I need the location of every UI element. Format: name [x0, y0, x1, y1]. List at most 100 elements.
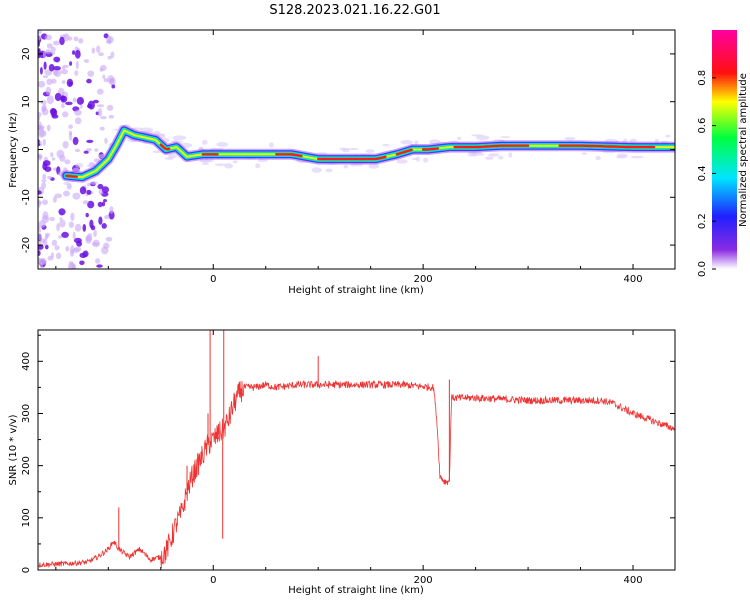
- haze-point: [488, 153, 500, 157]
- noise-point: [105, 236, 113, 242]
- noise-point: [53, 40, 60, 46]
- noise-point: [54, 193, 63, 199]
- noise-point: [51, 239, 58, 247]
- noise-point: [46, 78, 53, 86]
- noise-point: [99, 67, 104, 72]
- noise-point: [38, 201, 42, 205]
- noise-point: [74, 109, 82, 116]
- noise-point: [105, 40, 112, 44]
- noise-point: [61, 103, 65, 109]
- haze-point: [368, 163, 380, 169]
- spectrogram-xlabel: Height of straight line (km): [288, 285, 424, 296]
- noise-point: [79, 104, 83, 109]
- colorbar-tick-label: 0.8: [697, 70, 708, 86]
- spectrogram-xtick-label: 200: [414, 274, 433, 285]
- haze-point: [365, 149, 375, 154]
- noise-point: [82, 200, 89, 205]
- noise-point: [99, 126, 105, 131]
- noise-point: [102, 74, 106, 79]
- noise-point: [54, 92, 62, 102]
- noise-point: [107, 55, 112, 60]
- noise-point: [101, 186, 109, 194]
- noise-point: [67, 36, 73, 41]
- haze-point: [255, 163, 261, 169]
- noise-point: [79, 186, 87, 195]
- colorbar-tick-label: 0.6: [697, 118, 708, 134]
- spectrogram-ytick-label: 0: [21, 146, 32, 152]
- noise-point: [38, 142, 41, 147]
- haze-point: [269, 142, 274, 148]
- spectrogram-xtick-label: 0: [210, 274, 216, 285]
- noise-point: [38, 258, 45, 265]
- snr-xtick-label: 0: [210, 575, 216, 586]
- snr-xlabel: Height of straight line (km): [288, 585, 424, 596]
- noise-point: [91, 47, 96, 54]
- noise-point: [60, 95, 68, 103]
- snr-ytick-label: 200: [21, 456, 32, 475]
- snr-ytick-label: 100: [21, 508, 32, 527]
- haze-point: [382, 143, 390, 147]
- noise-point: [42, 50, 47, 59]
- noise-point: [72, 248, 80, 253]
- noise-point: [38, 220, 46, 228]
- noise-point: [59, 219, 66, 228]
- haze-point: [232, 160, 238, 164]
- noise-point: [106, 104, 114, 111]
- noise-point: [96, 88, 104, 95]
- noise-point: [72, 50, 76, 55]
- noise-point: [68, 221, 75, 228]
- noise-point: [94, 148, 99, 152]
- snr-ytick-label: 300: [21, 404, 32, 423]
- snr-ytick-label: 400: [21, 352, 32, 371]
- noise-point: [44, 34, 52, 41]
- noise-point: [52, 196, 57, 203]
- noise-point: [38, 48, 41, 52]
- ridge-peak: [453, 144, 530, 149]
- figure-title: S128.2023.021.16.22.G01: [269, 3, 440, 18]
- ridge-peak: [395, 148, 413, 156]
- noise-point: [38, 250, 41, 256]
- noise-point: [51, 114, 59, 119]
- haze-point: [164, 157, 174, 160]
- snr-data: [38, 330, 675, 569]
- noise-point: [61, 68, 68, 75]
- haze-point: [224, 163, 233, 169]
- spectrogram-data: [38, 30, 675, 269]
- noise-point: [85, 212, 89, 218]
- noise-point: [44, 232, 51, 236]
- noise-point: [38, 233, 42, 241]
- colorbar-gradient: [712, 30, 737, 269]
- noise-point: [95, 258, 101, 264]
- spectrogram-ylabel: Frequency (Hz): [8, 112, 19, 188]
- haze-point: [500, 136, 511, 139]
- noise-point: [61, 66, 66, 70]
- noise-point: [110, 51, 115, 59]
- snr-xtick-label: 400: [623, 575, 642, 586]
- spectrogram-xtick-label: 400: [623, 274, 642, 285]
- haze-point: [467, 152, 477, 157]
- noise-point: [76, 96, 84, 105]
- noise-point: [44, 69, 53, 76]
- noise-point: [92, 239, 100, 248]
- haze-point: [665, 134, 671, 138]
- colorbar-tick-label: 0.2: [697, 213, 708, 229]
- noise-point: [38, 190, 42, 195]
- haze-point: [325, 168, 333, 173]
- snr-axes: 0 200 400 0 100 200 300 400: [21, 330, 675, 586]
- noise-point: [59, 36, 65, 46]
- noise-point: [50, 152, 54, 158]
- snr-series-line: [38, 379, 675, 569]
- noise-point: [89, 219, 94, 229]
- noise-point: [42, 160, 51, 167]
- noise-point: [104, 137, 108, 144]
- noise-point: [72, 264, 77, 269]
- noise-point: [51, 51, 56, 55]
- noise-point: [46, 124, 51, 132]
- noise-point: [85, 235, 90, 242]
- noise-point: [38, 129, 45, 138]
- noise-point: [45, 86, 52, 95]
- noise-point: [42, 199, 48, 205]
- snr-frame: [37, 329, 676, 571]
- noise-point: [75, 60, 79, 70]
